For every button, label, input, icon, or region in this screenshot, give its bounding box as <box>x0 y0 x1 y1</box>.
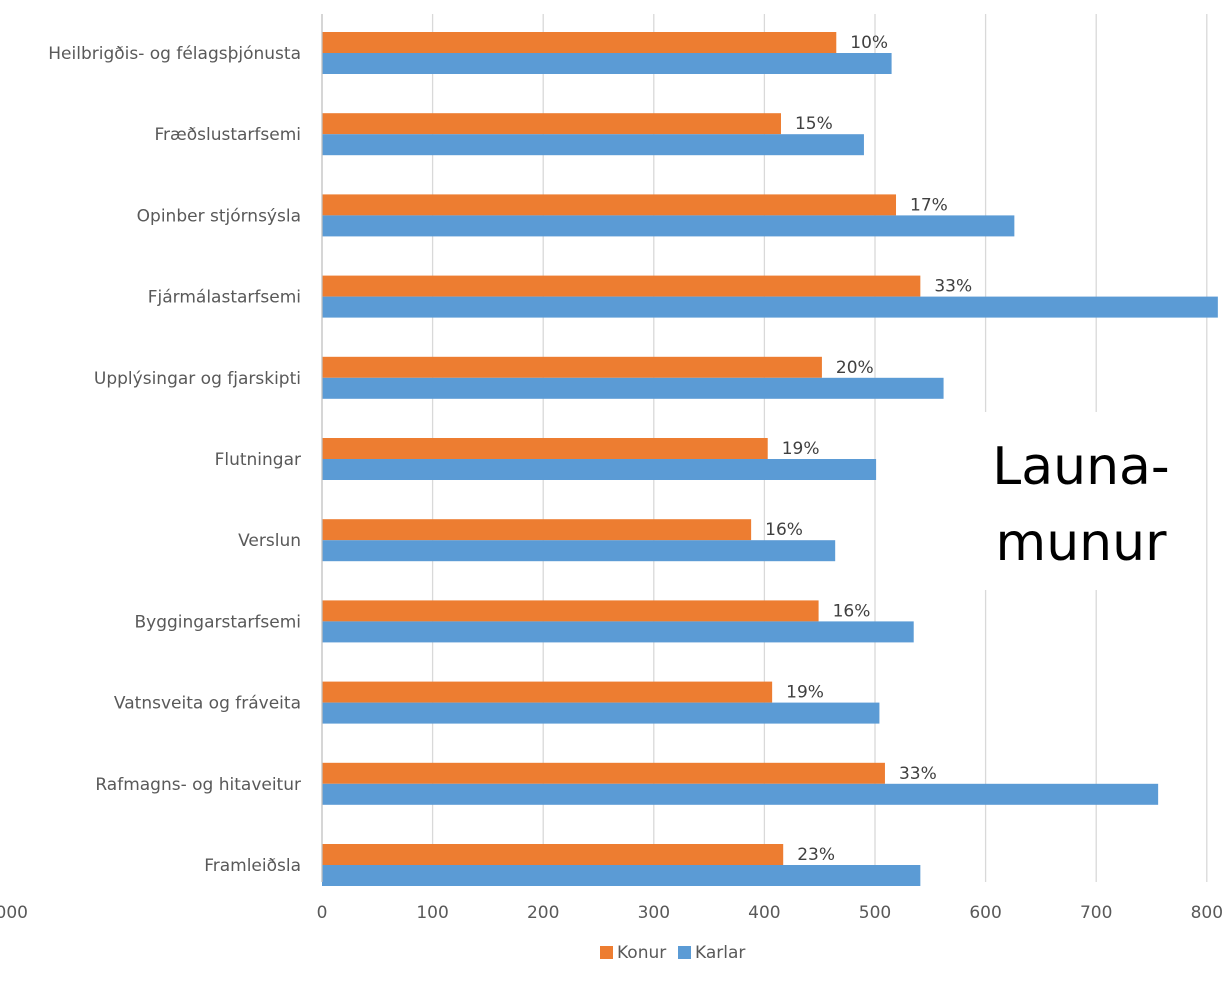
annotation-background <box>962 412 1200 590</box>
x-tick-label: 700 <box>1080 903 1112 923</box>
data-label: 33% <box>899 764 937 784</box>
bar-karlar <box>322 296 1218 318</box>
bar-karlar <box>322 702 880 724</box>
bar-konur <box>322 600 819 622</box>
data-label: 17% <box>910 195 948 215</box>
data-label: 10% <box>850 33 888 53</box>
bars <box>322 32 1218 886</box>
category-label: Fjármálastarfsemi <box>148 288 301 308</box>
bar-konur <box>322 275 921 297</box>
category-label: Verslun <box>238 531 301 551</box>
x-tick-label: 200 <box>527 903 559 923</box>
category-label: Flutningar <box>215 450 301 470</box>
bar-konur <box>322 438 768 459</box>
x-tick-label: 500 <box>859 903 891 923</box>
category-label: Vatnsveita og fráveita <box>114 694 301 714</box>
bar-karlar <box>322 540 836 562</box>
x-tick-label: 400 <box>748 903 780 923</box>
legend-label-konur: Konur <box>617 943 666 963</box>
x-tick-label: 100 <box>416 903 448 923</box>
data-label: 15% <box>795 114 833 134</box>
bar-konur <box>322 844 784 865</box>
bar-konur <box>322 113 781 135</box>
data-label: 19% <box>786 683 824 703</box>
category-label: Fræðslustarfsemi <box>155 125 302 145</box>
bar-karlar <box>322 377 944 399</box>
bar-karlar <box>322 621 914 643</box>
bar-konur <box>322 194 897 216</box>
category-label: Rafmagns- og hitaveitur <box>95 775 301 795</box>
bar-karlar <box>322 783 1159 805</box>
x-tick-label: 600 <box>969 903 1001 923</box>
data-label: 23% <box>797 845 835 865</box>
data-label: 16% <box>833 601 871 621</box>
annotation-line-2: munur <box>996 513 1168 573</box>
category-label: Upplýsingar og fjarskipti <box>94 369 301 389</box>
data-label: 20% <box>836 358 874 378</box>
legend-label-karlar: Karlar <box>695 943 745 963</box>
x-tick-label: 800 <box>1191 903 1223 923</box>
bar-konur <box>322 356 822 378</box>
legend-swatch-karlar <box>678 946 691 959</box>
bar-konur <box>322 681 773 703</box>
x-tick-label: 0 <box>317 903 328 923</box>
category-label: Framleiðsla <box>204 856 301 876</box>
category-label: Opinber stjórnsýsla <box>137 206 301 226</box>
tick-labels: 0 100 200 300 400 500 600 700 800 000 <box>0 903 1223 923</box>
bar-karlar <box>322 865 921 886</box>
bar-konur <box>322 519 752 541</box>
clipped-tick-label: 000 <box>0 903 28 923</box>
data-label: 16% <box>765 520 803 540</box>
bar-konur <box>322 762 885 784</box>
category-label: Heilbrigðis- og félagsþjónusta <box>48 44 301 64</box>
annotation-box: Launa-munur <box>962 412 1200 590</box>
legend-swatch-konur <box>600 946 613 959</box>
bar-karlar <box>322 215 1015 237</box>
bar-karlar <box>322 53 892 74</box>
bar-karlar <box>322 134 864 156</box>
bar-konur <box>322 32 837 53</box>
category-labels: Heilbrigðis- og félagsþjónusta Fræðslusta… <box>48 44 301 876</box>
bar-karlar <box>322 459 877 480</box>
category-label: Byggingarstarfsemi <box>134 612 301 632</box>
legend: Konur Karlar <box>600 943 745 963</box>
annotation-line-1: Launa- <box>992 437 1169 497</box>
x-tick-label: 300 <box>638 903 670 923</box>
data-label: 33% <box>934 277 972 297</box>
data-label: 19% <box>782 439 820 459</box>
data-labels: 10% 15% 17% 33% 20% 19% 16% 16% 19% 33% 23% <box>765 33 972 865</box>
